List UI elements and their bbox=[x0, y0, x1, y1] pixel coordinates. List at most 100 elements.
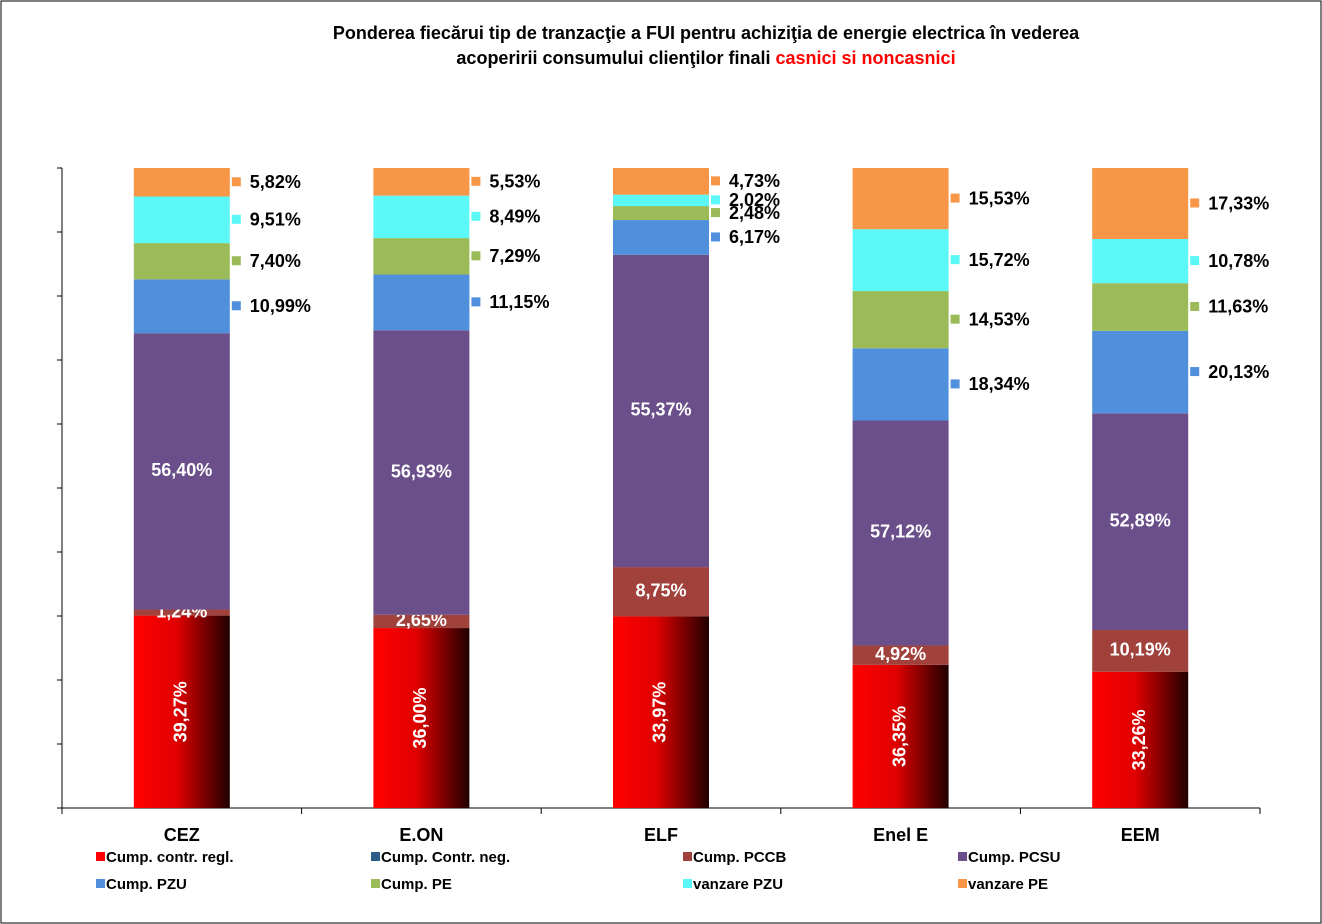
chart-title-highlight: casnici si noncasnici bbox=[775, 48, 955, 68]
bar-segment bbox=[1092, 239, 1189, 284]
label-marker bbox=[950, 314, 960, 324]
bar-segment bbox=[373, 168, 470, 196]
bar-segment bbox=[852, 348, 949, 421]
legend-label: Cump. PZU bbox=[106, 876, 187, 893]
legend-label: Cump. PE bbox=[381, 876, 452, 893]
data-label: 4,92% bbox=[875, 644, 926, 664]
label-marker bbox=[1190, 301, 1200, 311]
data-label: 36,00% bbox=[410, 687, 430, 748]
label-marker bbox=[711, 195, 720, 205]
label-marker bbox=[231, 177, 241, 187]
label-marker bbox=[1190, 198, 1200, 208]
data-label: 15,72% bbox=[969, 250, 1030, 270]
bar-segment bbox=[852, 291, 949, 349]
legend-swatch bbox=[96, 852, 105, 861]
data-label: 11,15% bbox=[489, 292, 549, 312]
chart-title: acoperirii consumului clienţilor finali … bbox=[456, 48, 955, 68]
data-label: 33,97% bbox=[650, 682, 670, 743]
bar-segment bbox=[1092, 283, 1189, 331]
bar-segment bbox=[373, 274, 470, 331]
x-tick-label: Enel E bbox=[873, 825, 928, 845]
legend-swatch bbox=[96, 879, 105, 888]
chart-title: acoperirii consumului clienţilor finali bbox=[456, 48, 775, 68]
legend-swatch bbox=[958, 879, 967, 888]
label-marker bbox=[471, 176, 481, 186]
bar-segment bbox=[613, 168, 709, 195]
label-marker bbox=[471, 297, 481, 307]
bar-segment bbox=[613, 616, 709, 808]
data-label: 52,89% bbox=[1110, 510, 1171, 530]
legend-swatch bbox=[683, 852, 692, 861]
legend-label: Cump. Contr. neg. bbox=[381, 849, 510, 866]
legend-label: Cump. PCCB bbox=[693, 849, 787, 866]
data-label: 14,53% bbox=[969, 309, 1030, 329]
data-label: 9,51% bbox=[250, 210, 301, 230]
label-marker bbox=[950, 379, 960, 389]
bar-segment bbox=[613, 220, 709, 255]
data-label: 10,78% bbox=[1208, 251, 1269, 271]
bar-segment bbox=[613, 194, 709, 207]
bar-segment bbox=[1092, 168, 1189, 240]
data-label: 8,49% bbox=[489, 207, 540, 227]
data-label: 7,40% bbox=[250, 251, 301, 271]
data-label: 15,53% bbox=[969, 188, 1030, 208]
label-marker bbox=[471, 211, 481, 221]
bar-segment bbox=[133, 333, 230, 610]
bar-segment bbox=[373, 628, 470, 808]
data-label: 36,35% bbox=[889, 706, 909, 767]
bar-segment bbox=[133, 168, 230, 197]
data-label: 55,37% bbox=[630, 400, 691, 420]
bar-segment bbox=[133, 279, 230, 334]
bar-segment bbox=[133, 196, 230, 244]
x-tick-label: ELF bbox=[644, 825, 678, 845]
bar-segment bbox=[613, 254, 709, 568]
data-label: 5,53% bbox=[489, 172, 540, 192]
data-label: 2,65% bbox=[396, 610, 447, 630]
label-marker bbox=[711, 176, 720, 186]
legend-swatch bbox=[958, 852, 967, 861]
legend-swatch bbox=[371, 852, 380, 861]
bar-segment bbox=[613, 567, 709, 617]
x-tick-label: CEZ bbox=[164, 825, 200, 845]
bar-segment bbox=[852, 645, 949, 665]
data-label: 56,93% bbox=[391, 461, 452, 481]
bar-segment bbox=[1092, 330, 1189, 414]
legend-label: Cump. contr. regl. bbox=[106, 849, 234, 866]
bar-segment bbox=[133, 615, 230, 808]
bar-segment bbox=[373, 195, 470, 239]
bar-segment bbox=[852, 168, 949, 230]
label-marker bbox=[950, 255, 960, 265]
label-marker bbox=[711, 232, 720, 242]
data-label: 39,27% bbox=[171, 681, 191, 742]
label-marker bbox=[231, 256, 241, 266]
bar-segment bbox=[1092, 413, 1189, 630]
bar-segment bbox=[613, 206, 709, 221]
label-marker bbox=[711, 208, 720, 218]
label-marker bbox=[1190, 256, 1200, 266]
bar-segment bbox=[133, 243, 230, 280]
data-label: 4,73% bbox=[729, 171, 780, 191]
label-marker bbox=[231, 301, 241, 311]
data-label: 5,82% bbox=[250, 172, 301, 192]
data-label: 56,40% bbox=[151, 460, 212, 480]
data-label: 10,19% bbox=[1110, 640, 1171, 660]
bar-segment bbox=[133, 609, 230, 616]
legend-swatch bbox=[371, 879, 380, 888]
data-label: 17,33% bbox=[1208, 193, 1269, 213]
bar-segment bbox=[373, 330, 470, 615]
legend-swatch bbox=[683, 879, 692, 888]
bar-segment bbox=[852, 420, 949, 646]
data-label: 57,12% bbox=[870, 522, 931, 542]
data-label: 7,29% bbox=[489, 246, 540, 266]
label-marker bbox=[950, 193, 960, 203]
bar-segment bbox=[852, 229, 949, 292]
x-tick-label: EEM bbox=[1121, 825, 1160, 845]
data-label: 2,02% bbox=[729, 190, 780, 210]
x-tick-label: E.ON bbox=[399, 825, 443, 845]
legend-label: vanzare PE bbox=[968, 876, 1048, 893]
bar-segment bbox=[373, 614, 470, 629]
data-label: 8,75% bbox=[635, 581, 686, 601]
label-marker bbox=[471, 251, 481, 261]
bar-segment bbox=[373, 238, 470, 275]
